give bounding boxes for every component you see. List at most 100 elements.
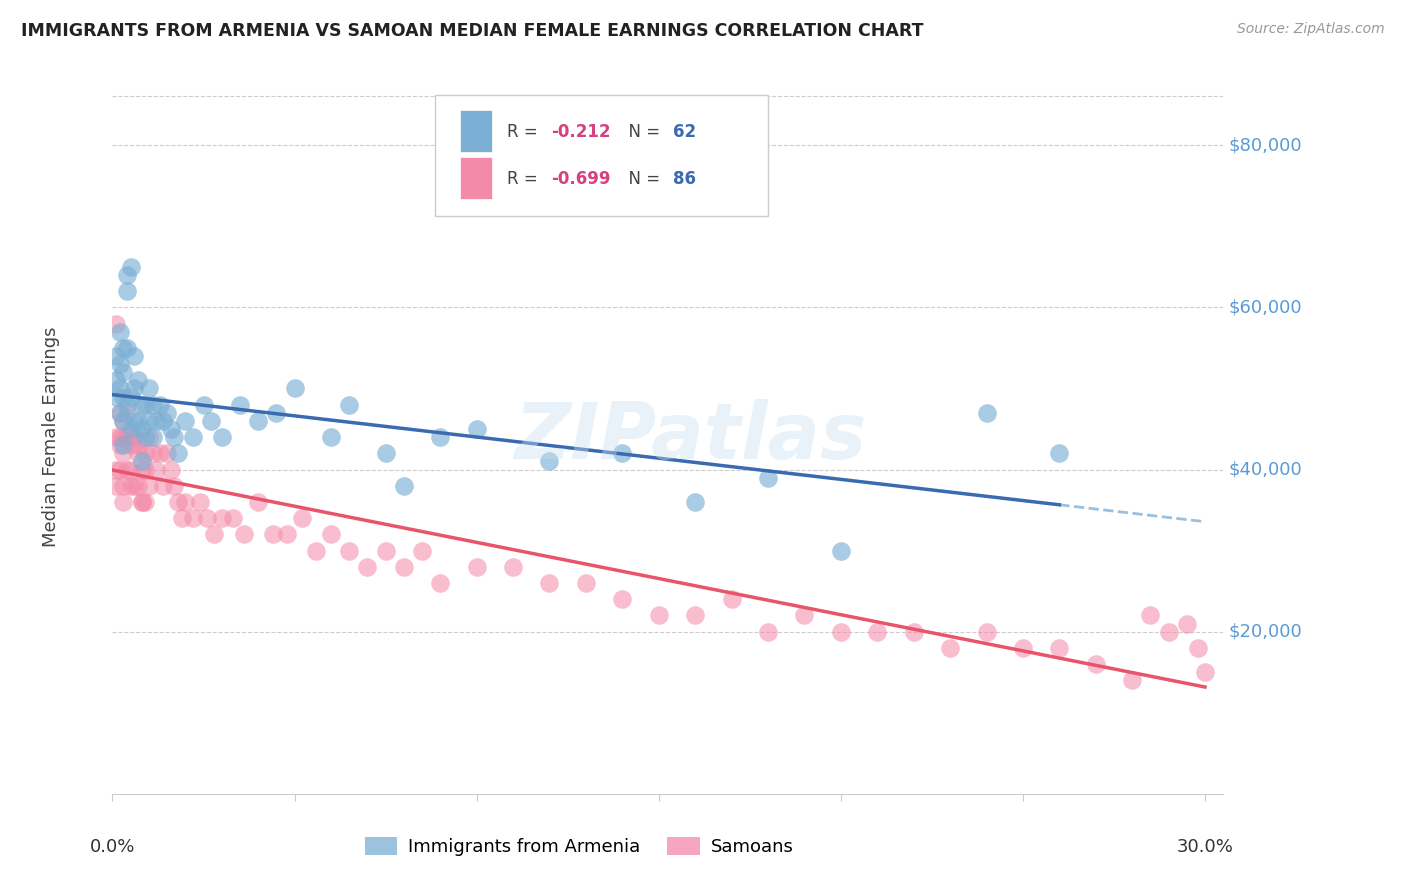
Point	[112, 390, 135, 404]
Legend: Immigrants from Armenia, Samoans: Immigrants from Armenia, Samoans	[357, 830, 800, 863]
Point	[134, 495, 156, 509]
Text: $20,000: $20,000	[1229, 623, 1302, 640]
Point	[756, 470, 779, 484]
Point	[374, 543, 396, 558]
Point	[105, 430, 128, 444]
Text: 0.0%: 0.0%	[90, 838, 135, 856]
Point	[127, 438, 149, 452]
Point	[167, 446, 190, 460]
Point	[465, 422, 488, 436]
Point	[1047, 446, 1070, 460]
Point	[1084, 657, 1107, 672]
Point	[181, 430, 204, 444]
Point	[112, 414, 135, 428]
Point	[939, 640, 962, 655]
Point	[612, 446, 634, 460]
Point	[502, 559, 524, 574]
Point	[1175, 616, 1198, 631]
Point	[127, 373, 149, 387]
Point	[115, 341, 138, 355]
FancyBboxPatch shape	[460, 157, 492, 200]
Point	[167, 495, 190, 509]
Point	[115, 398, 138, 412]
Point	[575, 576, 598, 591]
Point	[138, 430, 160, 444]
Text: R =: R =	[506, 169, 543, 187]
Point	[108, 357, 131, 371]
Point	[149, 398, 172, 412]
Text: -0.212: -0.212	[551, 123, 610, 141]
Text: 62: 62	[673, 123, 696, 141]
Text: 30.0%: 30.0%	[1177, 838, 1233, 856]
Text: $40,000: $40,000	[1229, 460, 1302, 478]
Point	[276, 527, 298, 541]
Point	[793, 608, 815, 623]
Point	[112, 438, 135, 452]
Point	[411, 543, 433, 558]
Point	[105, 390, 128, 404]
Point	[174, 495, 197, 509]
Point	[193, 398, 215, 412]
Point	[229, 398, 252, 412]
Point	[374, 446, 396, 460]
Point	[612, 592, 634, 607]
Point	[211, 430, 233, 444]
Point	[284, 381, 307, 395]
Point	[683, 495, 706, 509]
Point	[1121, 673, 1143, 688]
Point	[108, 430, 131, 444]
Point	[1139, 608, 1161, 623]
Point	[163, 430, 186, 444]
Point	[112, 446, 135, 460]
Point	[356, 559, 378, 574]
Text: $80,000: $80,000	[1229, 136, 1302, 154]
Point	[145, 462, 167, 476]
Point	[159, 462, 181, 476]
Point	[392, 559, 415, 574]
Point	[145, 414, 167, 428]
Point	[262, 527, 284, 541]
Point	[163, 479, 186, 493]
Point	[195, 511, 218, 525]
Point	[115, 430, 138, 444]
Point	[108, 325, 131, 339]
Point	[149, 446, 172, 460]
Point	[319, 430, 342, 444]
Point	[1187, 640, 1209, 655]
Point	[115, 268, 138, 282]
Point	[683, 608, 706, 623]
Point	[124, 479, 146, 493]
Point	[134, 430, 156, 444]
Point	[156, 446, 179, 460]
Point	[108, 406, 131, 420]
Point	[131, 495, 153, 509]
Point	[156, 406, 179, 420]
Point	[720, 592, 742, 607]
Point	[392, 479, 415, 493]
Point	[127, 479, 149, 493]
Point	[131, 398, 153, 412]
Text: R =: R =	[506, 123, 543, 141]
Point	[1157, 624, 1180, 639]
Point	[247, 495, 270, 509]
Point	[112, 341, 135, 355]
Point	[465, 559, 488, 574]
Point	[232, 527, 254, 541]
Point	[174, 414, 197, 428]
Point	[830, 624, 852, 639]
Point	[120, 462, 142, 476]
Point	[120, 438, 142, 452]
Text: N =: N =	[617, 123, 665, 141]
Point	[152, 414, 174, 428]
Point	[756, 624, 779, 639]
Point	[105, 462, 128, 476]
Point	[976, 406, 998, 420]
Point	[112, 430, 135, 444]
Point	[108, 381, 131, 395]
Point	[138, 479, 160, 493]
Point	[200, 414, 222, 428]
Point	[1047, 640, 1070, 655]
Point	[127, 414, 149, 428]
Text: Median Female Earnings: Median Female Earnings	[42, 326, 60, 548]
Text: N =: N =	[617, 169, 665, 187]
